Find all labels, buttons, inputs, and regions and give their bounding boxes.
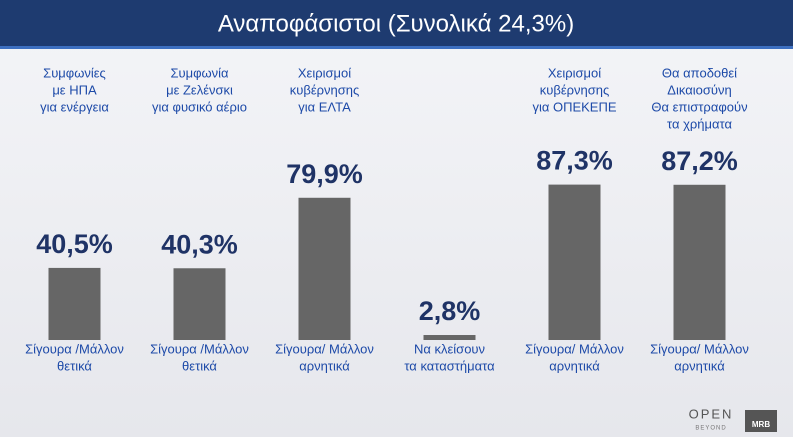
category-label: κυβέρνησης [290,82,360,97]
bottom-label: Σίγουρα/ Μάλλον [525,341,624,356]
logo-mrb: MRB [752,420,770,429]
value-label: 2,8% [419,296,481,326]
bottom-label: Σίγουρα /Μάλλον [25,341,124,356]
bottom-label: αρνητικά [549,358,600,373]
value-label: 87,3% [536,146,613,176]
category-label: Χειρισμοί [298,65,351,80]
bottom-label: Σίγουρα/ Μάλλον [275,341,374,356]
bottom-label: αρνητικά [299,358,350,373]
category-label: Θα αποδοθεί [662,65,737,80]
value-label: 40,5% [36,229,113,259]
category-label: Θα επιστραφούν [651,99,747,114]
bar [423,335,476,340]
bar [48,267,101,340]
logo-mrb-box [745,410,777,432]
category-label: Χειρισμοί [548,65,601,80]
bar [548,184,601,340]
category-label: για φυσικό αέριο [152,99,247,114]
header-rule [0,46,793,49]
category-label: κυβέρνησης [540,82,610,97]
bottom-label: Σίγουρα /Μάλλον [150,341,249,356]
category-label: με Ζελένσκι [166,82,233,97]
header-band [0,0,793,46]
bottom-label: Να κλείσουν [414,341,485,356]
bottom-label: θετικά [57,358,92,373]
category-label: για ΕΛΤΑ [298,99,351,114]
value-label: 87,2% [661,146,738,176]
logo-open: OPEN [689,406,734,421]
value-label: 40,3% [161,229,238,259]
bar [673,184,726,340]
bar [173,268,226,340]
category-label: Δικαιοσύνη [667,82,731,97]
value-label: 79,9% [286,159,363,189]
category-label: για ενέργεια [40,99,109,114]
bottom-label: Σίγουρα/ Μάλλον [650,341,749,356]
chart-title: Αναποφάσιστοι (Συνολικά 24,3%) [218,10,574,37]
bar [298,197,351,340]
logo-beyond: BEYOND [695,426,726,432]
category-label: Συμφωνίες [43,65,106,80]
bottom-label: θετικά [182,358,217,373]
category-label: για ΟΠΕΚΕΠΕ [532,99,616,114]
category-label: Συμφωνία [170,65,229,80]
category-label: με ΗΠΑ [52,82,97,97]
category-label: τα χρήματα [667,116,732,131]
bottom-label: αρνητικά [674,358,725,373]
bottom-label: τα καταστήματα [404,358,495,373]
